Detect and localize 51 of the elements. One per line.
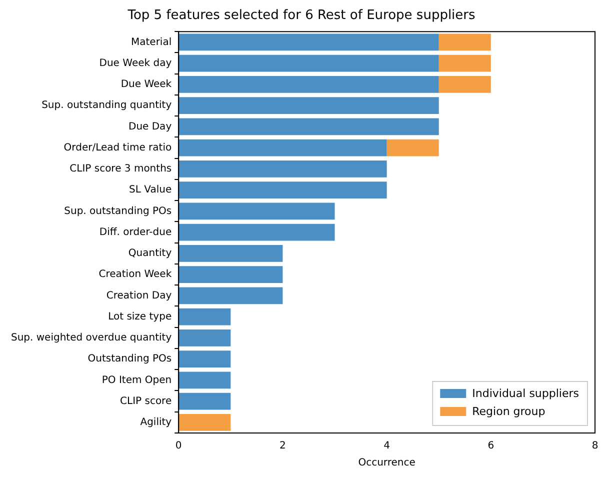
y-tick-label: Order/Lead time ratio [64,142,172,154]
chart-title: Top 5 features selected for 6 Rest of Europe suppliers [126,8,476,24]
x-tick-label: 8 [592,440,598,452]
y-tick-label: Due Day [128,121,172,132]
y-tick-label: Diff. order-due [99,226,172,238]
bar [178,244,283,262]
bar [178,202,335,220]
bar [178,350,231,368]
bar [178,372,231,389]
bar [178,76,439,93]
bar [438,54,491,72]
y-tick-label: Material [130,36,172,48]
bar [178,182,387,198]
bar [178,308,231,326]
bar [438,34,491,51]
y-tick-label: Creation Day [106,290,172,302]
bar [178,266,283,284]
bar [178,287,283,304]
y-tick-label: CLIP score [120,396,172,407]
bar [178,414,231,431]
y-tick-label: CLIP score 3 months [70,164,172,175]
legend-label: Individual suppliers [472,386,580,400]
y-tick-label: Outstanding POs [88,354,172,365]
bar [178,160,387,178]
bar [178,54,439,72]
x-tick-label: 4 [384,440,390,452]
bar [178,139,387,156]
bar [178,97,439,114]
y-tick-label: Quantity [128,248,172,260]
y-tick-label: PO Item Open [102,374,172,386]
y-tick-label: Sup. outstanding POs [64,206,172,217]
y-tick-label: Lot size type [108,311,172,322]
bar [178,392,231,410]
bar [178,34,439,51]
bar [178,118,439,136]
y-tick-label: Sup. outstanding quantity [42,100,172,112]
x-axis-title: Occurrence [358,458,416,469]
y-tick-label: SL Value [129,184,172,196]
x-tick-label: 0 [175,440,182,452]
bar [386,139,439,156]
bar [438,76,491,93]
y-tick-label: Due Week day [99,58,172,69]
x-tick-label: 6 [488,440,494,452]
bar [178,329,231,346]
x-tick-label: 2 [280,440,286,452]
y-tick-label: Sup. weighted overdue quantity [10,332,172,344]
y-tick-label: Agility [140,417,172,428]
legend-label: Region group [472,404,546,418]
y-tick-label: Creation Week [98,269,172,280]
bar [178,224,335,241]
y-tick-label: Due Week [120,79,172,90]
